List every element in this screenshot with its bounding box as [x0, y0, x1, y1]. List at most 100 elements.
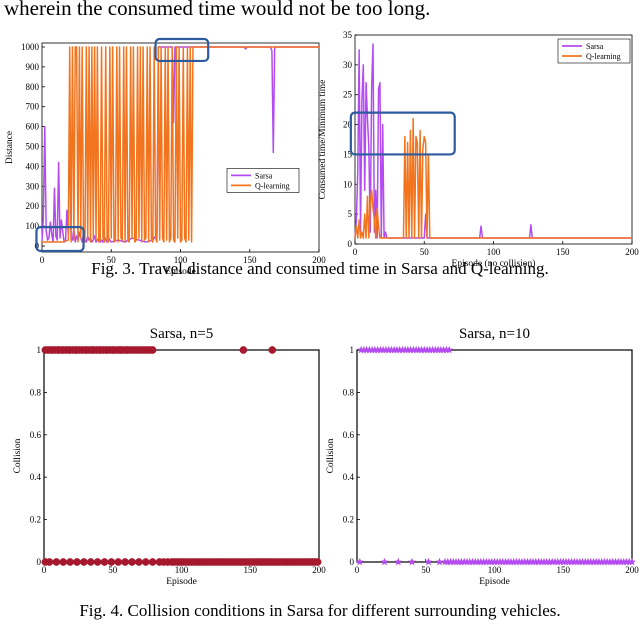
highlight-box: [349, 111, 456, 156]
data-point: [121, 558, 129, 566]
data-point: [135, 558, 143, 566]
y-tick-label: 0: [37, 557, 42, 567]
y-tick-label: 30: [343, 60, 353, 70]
data-point: [424, 557, 433, 566]
y-tick-label: 15: [343, 149, 353, 159]
y-tick-label: 1000: [21, 42, 40, 52]
data-point: [93, 558, 102, 566]
x-tick-label: 200: [312, 565, 326, 575]
x-tick-label: 150: [557, 565, 571, 575]
y-axis-label: Consumed time/Minimum time: [318, 80, 328, 200]
y-axis-label: Distance: [5, 131, 15, 164]
x-axis-label: Episode: [479, 577, 510, 587]
data-point: [52, 558, 61, 566]
y-tick-label: 25: [343, 90, 353, 100]
y-tick-label: 0.8: [343, 387, 355, 397]
y-tick-label: 100: [26, 221, 40, 231]
data-point: [59, 558, 68, 566]
data-point: [73, 558, 81, 566]
x-tick-label: 100: [487, 247, 501, 257]
data-point: [128, 558, 136, 566]
y-tick-label: 0: [348, 239, 353, 249]
consumed-time-chart: 0 50 100 150 200 0 5 10 15 20 25 30 35 Episode (no co…: [318, 30, 639, 269]
y-tick-label: 0.6: [343, 430, 355, 440]
y-tick-label: 0.2: [30, 515, 41, 525]
y-tick-label: 300: [26, 181, 40, 191]
data-point: [86, 558, 95, 566]
legend-label: Sarsa: [255, 171, 273, 180]
plot-area: [354, 34, 633, 245]
y-tick-label: 600: [26, 122, 40, 132]
data-point: [380, 557, 389, 566]
x-tick-label: 50: [107, 255, 117, 265]
data-point: [239, 346, 248, 354]
x-axis-label: Episode: [166, 577, 197, 587]
series-line-q-learning: [354, 117, 632, 239]
y-tick-label: 500: [26, 142, 40, 152]
plot-area: [43, 349, 320, 563]
x-tick-label: 200: [625, 247, 639, 257]
y-axis-label: Collision: [13, 438, 23, 473]
y-tick-label: 200: [26, 201, 40, 211]
x-tick-label: 150: [556, 247, 570, 257]
chart-title: Sarsa, n=10: [459, 326, 530, 342]
data-point: [107, 558, 116, 566]
x-tick-label: 200: [312, 255, 326, 265]
x-tick-label: 0: [355, 565, 360, 575]
x-tick-label: 150: [244, 565, 258, 575]
x-tick-label: 100: [175, 565, 189, 575]
y-tick-label: 700: [26, 102, 40, 112]
series-line-q-learning: [42, 46, 319, 243]
y-tick-label: 0.6: [30, 430, 42, 440]
y-tick-label: 5: [348, 209, 353, 219]
data-point: [66, 558, 74, 566]
data-point: [394, 557, 403, 566]
legend-box: [226, 168, 300, 193]
data-point: [355, 557, 364, 566]
y-tick-label: 10: [343, 179, 353, 189]
y-tick-label: 20: [343, 120, 353, 130]
y-tick-label: 900: [26, 62, 40, 72]
page-top-text: wherein the consumed time would not be t…: [4, 0, 431, 20]
data-point: [628, 557, 636, 566]
data-point: [80, 558, 88, 566]
legend-label: Q-learning: [586, 52, 621, 61]
data-point: [408, 557, 416, 566]
x-tick-label: 100: [174, 255, 188, 265]
data-point: [100, 558, 109, 566]
y-tick-label: 800: [26, 82, 40, 92]
y-axis-label: Collision: [326, 438, 336, 473]
data-point: [141, 558, 150, 566]
y-tick-label: 400: [26, 161, 40, 171]
y-tick-label: 0.4: [30, 472, 42, 482]
x-tick-label: 200: [625, 565, 639, 575]
data-point: [45, 558, 54, 566]
y-tick-label: 0.2: [343, 515, 354, 525]
y-tick-label: 35: [343, 30, 353, 40]
fig4-caption: Fig. 4. Collision conditions in Sarsa fo…: [79, 601, 561, 620]
x-tick-label: 0: [40, 255, 45, 265]
highlight-box: [35, 226, 85, 253]
x-axis-label: Episode (no collision): [452, 258, 536, 269]
y-tick-label: 0.8: [30, 387, 42, 397]
data-point: [268, 346, 277, 354]
data-point: [313, 558, 322, 566]
x-tick-label: 0: [42, 565, 47, 575]
legend-box: [557, 38, 631, 64]
legend-label: Q-learning: [255, 181, 290, 190]
legend-label: Sarsa: [586, 42, 604, 51]
y-tick-label: 0: [350, 557, 355, 567]
y-tick-label: 1: [37, 345, 42, 355]
y-tick-label: 0.4: [343, 472, 355, 482]
fig3-caption: Fig. 3. Travel distance and consumed tim…: [91, 259, 549, 278]
data-point: [445, 345, 454, 354]
x-tick-label: 150: [243, 255, 257, 265]
x-tick-label: 50: [420, 247, 430, 257]
collision-n5-chart: Sarsa, n=5 0 50 100 150 200 0 0.2 0.4 0.6 0.8 1 Epis…: [13, 326, 326, 587]
data-point: [148, 346, 157, 354]
highlight-box: [154, 37, 210, 63]
x-axis-label: Episode: [165, 267, 196, 277]
x-tick-label: 100: [488, 565, 502, 575]
x-tick-label: 50: [421, 565, 431, 575]
data-point: [114, 558, 123, 566]
